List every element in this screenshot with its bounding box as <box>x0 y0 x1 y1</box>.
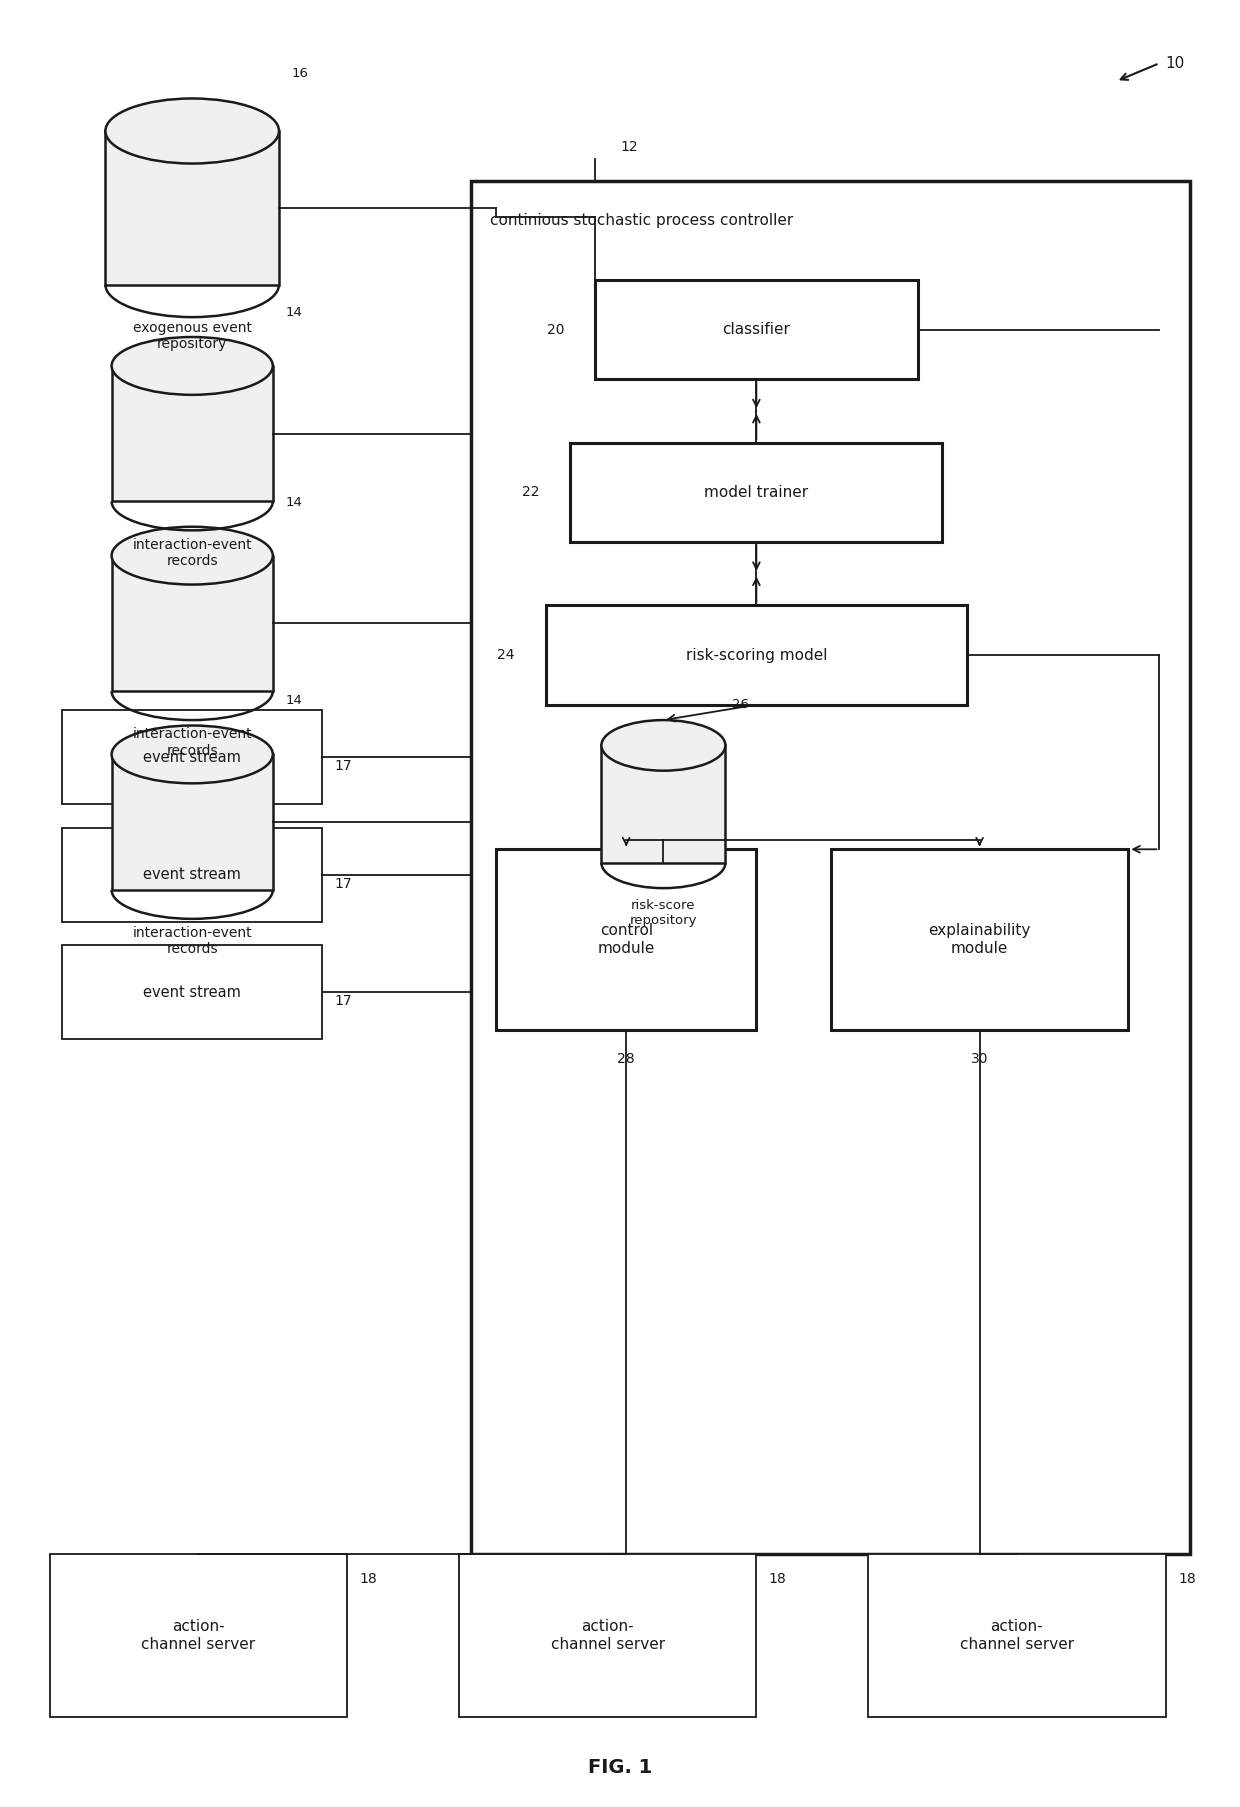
Text: 12: 12 <box>620 139 637 154</box>
Bar <box>62 828 322 922</box>
Text: 17: 17 <box>335 994 352 1008</box>
Text: 16: 16 <box>291 67 309 80</box>
Text: 14: 14 <box>285 495 303 510</box>
Bar <box>62 710 322 804</box>
Text: risk-scoring model: risk-scoring model <box>686 647 827 663</box>
Text: 26: 26 <box>732 698 749 712</box>
Text: 30: 30 <box>971 1052 988 1066</box>
Text: FIG. 1: FIG. 1 <box>588 1758 652 1776</box>
Text: model trainer: model trainer <box>704 484 808 501</box>
Ellipse shape <box>601 721 725 772</box>
Bar <box>595 280 918 379</box>
Bar <box>62 945 322 1039</box>
Text: event stream: event stream <box>144 867 241 882</box>
Text: 14: 14 <box>285 305 303 320</box>
Text: 24: 24 <box>497 649 515 661</box>
Text: event stream: event stream <box>144 750 241 764</box>
Text: 18: 18 <box>360 1572 377 1587</box>
Text: 18: 18 <box>1178 1572 1195 1587</box>
Bar <box>601 744 725 862</box>
Text: 18: 18 <box>769 1572 786 1587</box>
Text: action-
channel server: action- channel server <box>141 1619 255 1652</box>
Text: 10: 10 <box>1166 56 1185 70</box>
Bar <box>546 605 967 705</box>
Bar <box>570 443 942 542</box>
Text: interaction-event
records: interaction-event records <box>133 726 252 757</box>
Ellipse shape <box>112 528 273 585</box>
Text: continious stochastic process controller: continious stochastic process controller <box>490 213 794 228</box>
Text: interaction-event
records: interaction-event records <box>133 925 252 956</box>
Text: action-
channel server: action- channel server <box>551 1619 665 1652</box>
Text: control
module: control module <box>598 923 655 956</box>
Bar <box>831 849 1128 1030</box>
Bar <box>112 755 273 889</box>
Text: action-
channel server: action- channel server <box>960 1619 1074 1652</box>
Text: explainability
module: explainability module <box>929 923 1030 956</box>
Text: 22: 22 <box>522 486 539 499</box>
Text: classifier: classifier <box>723 322 790 338</box>
Bar <box>112 557 273 692</box>
Text: 20: 20 <box>547 323 564 336</box>
Bar <box>112 365 273 501</box>
Bar <box>868 1554 1166 1717</box>
Bar <box>50 1554 347 1717</box>
Bar <box>496 849 756 1030</box>
Bar <box>459 1554 756 1717</box>
Bar <box>105 132 279 286</box>
Text: risk-score
repository: risk-score repository <box>630 898 697 927</box>
Text: 14: 14 <box>285 694 303 707</box>
Text: exogenous event
repository: exogenous event repository <box>133 322 252 351</box>
Ellipse shape <box>105 98 279 164</box>
Bar <box>471 181 1190 1554</box>
Text: event stream: event stream <box>144 985 241 999</box>
Text: 28: 28 <box>618 1052 635 1066</box>
Text: 17: 17 <box>335 759 352 773</box>
Text: interaction-event
records: interaction-event records <box>133 538 252 567</box>
Ellipse shape <box>112 336 273 396</box>
Ellipse shape <box>112 725 273 784</box>
Text: 17: 17 <box>335 876 352 891</box>
